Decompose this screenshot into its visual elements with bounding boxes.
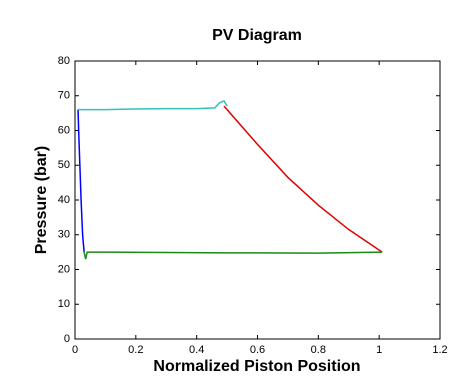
series-line bbox=[223, 105, 383, 253]
y-tick-label: 40 bbox=[58, 194, 70, 206]
y-tick-label: 70 bbox=[58, 90, 70, 102]
chart-title: PV Diagram bbox=[212, 27, 302, 44]
y-tick-label: 10 bbox=[58, 298, 70, 310]
x-tick-label: 0.4 bbox=[189, 344, 204, 356]
x-tick-label: 0.8 bbox=[311, 344, 326, 356]
x-tick-label: 0.2 bbox=[128, 344, 143, 356]
series-line bbox=[83, 251, 383, 260]
y-tick-label: 30 bbox=[58, 229, 70, 241]
x-tick-label: 1 bbox=[376, 344, 382, 356]
series-line bbox=[77, 109, 85, 253]
x-tick-label: 0 bbox=[72, 344, 78, 356]
y-tick-label: 0 bbox=[64, 333, 70, 345]
y-axis-label: Pressure (bar) bbox=[33, 146, 50, 255]
y-tick-label: 80 bbox=[58, 55, 70, 67]
x-axis-label: Normalized Piston Position bbox=[153, 358, 360, 375]
x-tick-label: 1.2 bbox=[432, 344, 447, 356]
x-tick-label: 0.6 bbox=[250, 344, 265, 356]
plot-frame bbox=[74, 60, 441, 340]
y-tick-label: 60 bbox=[58, 124, 70, 136]
y-tick-label: 20 bbox=[58, 263, 70, 275]
y-tick-label: 50 bbox=[58, 159, 70, 171]
series-line bbox=[78, 100, 228, 111]
